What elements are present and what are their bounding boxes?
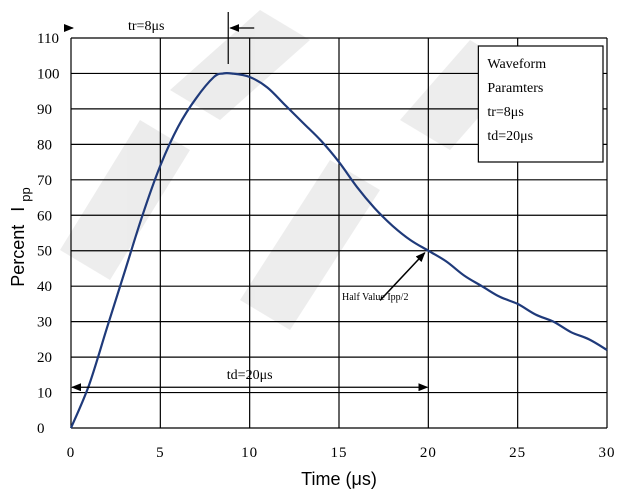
y-tick-30: 30 bbox=[37, 315, 52, 331]
y-tick-110: 110 bbox=[37, 31, 59, 47]
watermark bbox=[60, 10, 520, 330]
y-tick-40: 40 bbox=[37, 279, 52, 295]
y-tick-90: 90 bbox=[37, 102, 52, 118]
y-tick-100: 100 bbox=[37, 66, 60, 82]
y-axis-title-main: Percent bbox=[8, 225, 28, 287]
x-tick-15: 15 bbox=[331, 445, 348, 461]
x-tick-10: 10 bbox=[241, 445, 258, 461]
x-tick-labels: 0 5 10 15 20 25 30 bbox=[67, 445, 616, 461]
y-tick-20: 20 bbox=[37, 350, 52, 366]
y-tick-80: 80 bbox=[37, 137, 52, 153]
x-tick-20: 20 bbox=[420, 445, 437, 461]
legend-line-td: td=20μs bbox=[487, 129, 533, 144]
y-axis-title-sub: pp bbox=[18, 187, 33, 201]
half-value-label: Half Value Ipp/2 bbox=[342, 292, 408, 303]
y-axis-title-var: I bbox=[8, 207, 28, 212]
y-tick-60: 60 bbox=[37, 208, 52, 224]
x-axis-title: Time (μs) bbox=[301, 469, 377, 489]
series-layer bbox=[69, 71, 608, 429]
x-tick-30: 30 bbox=[599, 445, 616, 461]
x-tick-5: 5 bbox=[156, 445, 165, 461]
half-value-annotation: Half Value Ipp/2 bbox=[342, 251, 426, 303]
legend-line-parameters: Paramters bbox=[487, 81, 543, 96]
y-tick-70: 70 bbox=[37, 173, 52, 189]
y-tick-labels: 0 10 20 30 40 50 60 70 80 90 100 110 bbox=[37, 31, 60, 437]
legend-line-waveform: Waveform bbox=[487, 57, 546, 72]
y-tick-0: 0 bbox=[37, 421, 45, 437]
y-tick-10: 10 bbox=[37, 386, 52, 402]
tr-annotation: tr=8μs bbox=[64, 12, 255, 64]
svg-text:Percent I pp: Percent I pp bbox=[8, 187, 33, 287]
legend-line-tr: tr=8μs bbox=[487, 105, 523, 120]
legend-frame bbox=[477, 45, 604, 163]
x-tick-25: 25 bbox=[509, 445, 526, 461]
series-line-0 bbox=[69, 71, 608, 429]
half-value-arrow bbox=[379, 251, 426, 301]
td-annotation: td=20μs bbox=[71, 368, 429, 392]
tr-label: tr=8μs bbox=[128, 19, 164, 34]
y-tick-50: 50 bbox=[37, 244, 52, 260]
x-tick-0: 0 bbox=[67, 445, 76, 461]
y-axis-title: Percent I pp bbox=[8, 187, 33, 287]
td-label: td=20μs bbox=[227, 368, 273, 383]
legend-box: Waveform Paramters tr=8μs td=20μs bbox=[477, 45, 604, 163]
